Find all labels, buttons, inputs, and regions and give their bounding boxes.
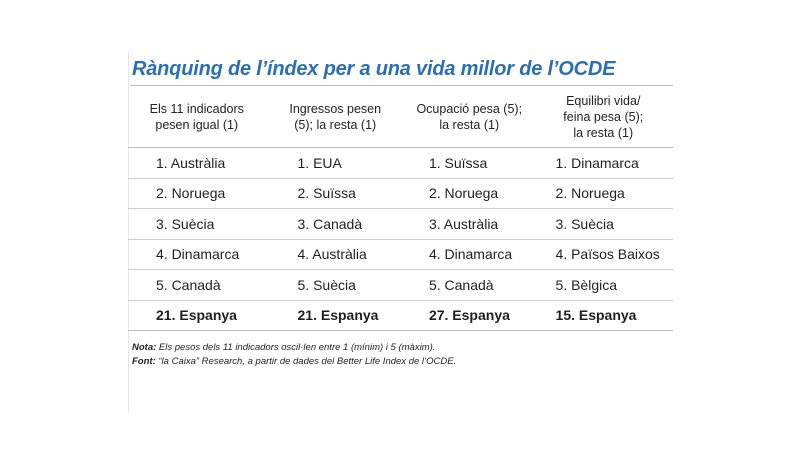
header-line: Ingressos pesen [289, 101, 382, 116]
header-jobs-weight: Ocupació pesa (5); la resta (1) [404, 86, 534, 148]
table-cell: 4. Països Baixos [533, 239, 673, 270]
table-row: 3. Suècia 3. Canadà 3. Austràlia 3. Suèc… [128, 208, 673, 240]
table-cell: 1. Dinamarca [533, 147, 673, 179]
table-cell: 5. Suècia [265, 269, 405, 301]
table-cell: 3. Austràlia [404, 208, 534, 240]
table-cell: 5. Bèlgica [533, 269, 673, 301]
table-cell: 2. Noruega [404, 178, 534, 209]
figure-title: Rànquing de l’índex per a una vida millo… [132, 58, 616, 80]
header-equal-weights: Els 11 indicadors pesen igual (1) [128, 86, 266, 148]
table-cell: 5. Canadà [128, 269, 266, 301]
table-cell: 1. Suïssa [404, 147, 534, 179]
table-cell: 2. Noruega [128, 178, 266, 209]
table-header-row: Els 11 indicadors pesen igual (1) Ingres… [128, 86, 673, 148]
table-cell: 4. Dinamarca [404, 239, 534, 270]
header-line: la resta (1) [439, 117, 500, 132]
table-cell: 1. Austràlia [128, 147, 266, 179]
table-cell: 2. Noruega [533, 178, 673, 209]
header-line: feina pesa (5); [563, 109, 644, 124]
table-row: 5. Canadà 5. Suècia 5. Canadà 5. Bèlgica [128, 269, 673, 301]
spain-highlight-row: 21. Espanya 21. Espanya 27. Espanya 15. … [128, 300, 673, 331]
table-cell-spain: 15. Espanya [533, 300, 673, 331]
header-income-weight: Ingressos pesen (5); la resta (1) [265, 86, 405, 148]
table-cell: 3. Canadà [265, 208, 405, 240]
header-line: pesen igual (1) [155, 117, 239, 132]
ranking-figure: Rànquing de l’índex per a una vida millo… [128, 58, 673, 369]
table-cell-spain: 21. Espanya [128, 300, 266, 331]
header-line: Equilibri vida/ [566, 93, 641, 108]
table-cell: 5. Canadà [404, 269, 534, 301]
header-line: Els 11 indicadors [149, 101, 244, 116]
source-line: Font: “la Caixa” Research, a partir de d… [132, 355, 673, 369]
ranking-table: Els 11 indicadors pesen igual (1) Ingres… [128, 86, 673, 331]
table-cell-spain: 21. Espanya [265, 300, 405, 331]
table-cell: 1. EUA [265, 147, 405, 179]
table-cell: 2. Suïssa [265, 178, 405, 209]
table-cell: 3. Suècia [128, 208, 266, 240]
table-cell: 3. Suècia [533, 208, 673, 240]
table-cell: 4. Dinamarca [128, 239, 266, 270]
source-text: “la Caixa” Research, a partir de dades d… [155, 356, 457, 367]
table-row: 1. Austràlia 1. EUA 1. Suïssa 1. Dinamar… [128, 147, 673, 179]
table-cell-spain: 27. Espanya [404, 300, 534, 331]
source-label: Font: [132, 356, 156, 367]
header-line: (5); la resta (1) [294, 117, 377, 132]
title-divider [130, 85, 673, 86]
note-label: Nota: [132, 342, 157, 353]
table-cell: 4. Austràlia [265, 239, 405, 270]
figure-notes: Nota: Els pesos dels 11 indicadors oscil… [132, 341, 673, 369]
header-line: la resta (1) [573, 125, 634, 140]
header-line: Ocupació pesa (5); [416, 101, 523, 116]
table-row: 2. Noruega 2. Suïssa 2. Noruega 2. Norue… [128, 178, 673, 209]
header-worklife-weight: Equilibri vida/ feina pesa (5); la resta… [533, 86, 673, 148]
table-row: 4. Dinamarca 4. Austràlia 4. Dinamarca 4… [128, 239, 673, 270]
note-line: Nota: Els pesos dels 11 indicadors oscil… [132, 341, 673, 355]
note-text: Els pesos dels 11 indicadors oscil·len e… [156, 342, 436, 353]
